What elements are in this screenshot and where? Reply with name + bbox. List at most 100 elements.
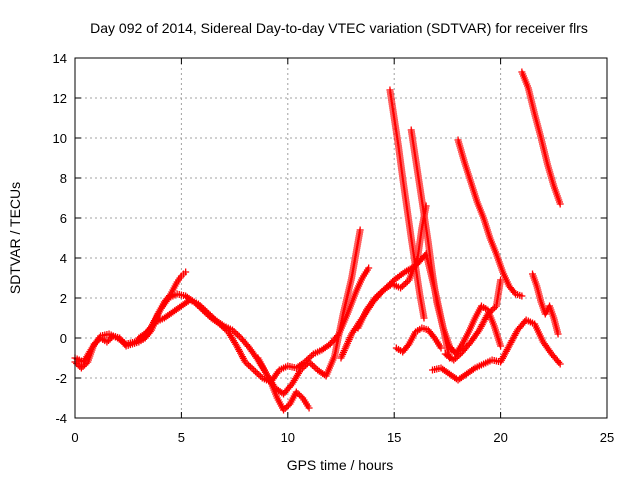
plot-frame [74,57,608,419]
data-point-trace [311,347,324,357]
data-point-trace [162,309,175,321]
data-point-trace [99,331,111,339]
data-point-trace [546,304,557,320]
data-series [529,270,562,338]
data-point-trace [391,116,402,148]
y-tick-label: -4 [55,411,67,426]
x-tick-label: 20 [493,430,507,445]
data-point-trace [414,325,424,335]
data-point-trace [429,272,440,304]
data-point-trace [399,176,411,210]
x-tick-label: 0 [71,430,78,445]
data-point-trace [408,128,419,160]
data-point-trace [439,365,452,377]
data-point-trace [476,312,491,332]
data-point-trace [506,284,518,296]
x-axis-label: GPS time / hours [287,457,394,473]
data-point-trace [420,212,432,244]
x-tick-label: 15 [387,430,401,445]
data-point-trace [331,312,347,358]
data-point-trace [500,270,512,288]
data-point-trace [99,335,109,345]
y-axis-label: SDTVAR / TECUs [7,182,23,294]
data-point-trace [412,156,423,188]
data-point-trace [79,360,90,370]
data-point-trace [416,184,428,216]
y-tick-label: 10 [53,131,67,146]
data-point-trace [524,317,537,327]
data-point-trace [373,288,386,300]
data-point [554,330,562,338]
data-point-trace [360,266,371,280]
data-point-trace [392,269,407,283]
data-point-trace [464,365,477,377]
data-point-trace [474,200,487,220]
data-point-trace [196,302,209,314]
data-series [454,136,526,300]
data-point-trace [426,328,437,340]
data-point-trace [294,359,307,371]
data-point-trace [532,322,546,344]
data-series [392,324,445,356]
data-point-trace [355,308,370,330]
x-tick-label: 25 [600,430,614,445]
data-point-trace [338,332,355,360]
data-point-trace [432,336,444,350]
data-point-trace [467,180,481,204]
data-point-trace [320,341,333,353]
data-point-trace [514,291,524,299]
data-point-trace [73,355,85,365]
data-series [429,316,564,384]
data-point-trace [115,335,128,347]
data-point-trace [525,86,538,116]
data-point-trace [234,344,248,364]
data-point-trace [145,320,158,334]
data-point-trace [412,264,423,296]
data-point-trace [261,368,274,384]
data-point [250,366,258,374]
data-point-trace [171,303,184,315]
y-tick-label: 14 [53,51,67,66]
data-point-trace [107,331,119,341]
data-point-trace [466,316,478,334]
data-point [437,344,445,352]
data-point-trace [364,296,378,312]
data-point-trace [480,216,493,240]
data-point-trace [414,226,426,260]
axis-ticks: 0 5 10 15 20 25 -4 -2 0 2 4 6 8 10 12 14 [53,51,615,445]
data-series [407,126,505,358]
data-point-trace [179,297,192,309]
x-tick-label: 5 [178,430,185,445]
data-series [354,202,430,332]
data-point [292,388,300,396]
data-point [182,268,190,276]
data-point-trace [551,184,563,206]
data-point-trace [459,330,472,346]
data-point-trace [154,315,166,325]
data-point-trace [480,303,490,313]
data-point-trace [303,352,316,364]
data-point-trace [395,144,406,180]
data-series [518,68,564,208]
data-point-trace [472,304,484,320]
data-point-trace [408,236,419,268]
data-point-trace [315,367,328,379]
data-point-trace [491,324,504,348]
data-point-trace [287,390,299,406]
data-point-trace [461,160,474,184]
data-point [77,364,85,372]
data-point-trace [425,240,436,276]
data-point-trace [468,328,482,344]
y-tick-label: -2 [55,371,67,386]
data-point [556,200,564,208]
data-point-trace [519,70,531,90]
data-point-trace [490,357,502,365]
data-point-trace [105,334,116,344]
data-point-trace [222,323,234,333]
data-point-trace [352,228,364,256]
data-point-trace [213,317,226,329]
data-point-trace [451,350,465,362]
y-tick-label: 12 [53,91,67,106]
data-series [386,86,428,322]
data-point-trace [460,340,473,354]
